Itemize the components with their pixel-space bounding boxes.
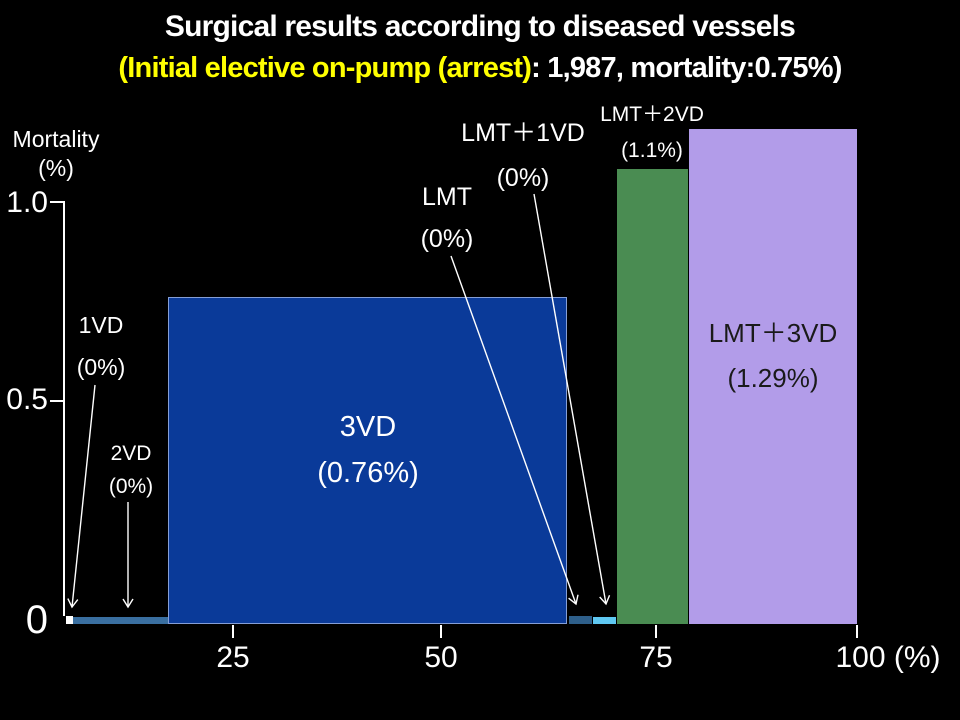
bar-label-name-lmt3vd: LMT＋3VD [708, 318, 838, 348]
x-tick-label-25: 25 [216, 641, 250, 674]
bar-label-name-3vd: 3VD [339, 411, 397, 443]
y-axis-title-unit: (%) [38, 155, 74, 181]
bar-1vd [66, 616, 73, 624]
bar-label-value-lmt2vd: (1.1%) [621, 139, 683, 162]
x-tick-label-75: 75 [639, 641, 673, 674]
chart-title: Surgical results according to diseased v… [164, 10, 796, 43]
bar-label-name-lmt2vd: LMT＋2VD [600, 103, 704, 126]
bar-lmt2vd [617, 169, 688, 624]
y-tick-label-0: 0 [25, 598, 48, 643]
bar-label-name-lmt1vd: LMT＋1VD [461, 119, 585, 147]
bar-label-name-2vd: 2VD [110, 442, 152, 465]
bar-label-value-2vd: (0%) [108, 475, 154, 498]
y-tick-mark-0.5 [50, 400, 63, 402]
subtitle-rest: : 1,987, mortality:0.75%) [531, 52, 842, 84]
y-tick-mark-1.0 [50, 201, 63, 203]
bar-label-value-1vd: (0%) [76, 354, 126, 380]
bar-2vd [73, 617, 168, 624]
x-tick-mark-25 [232, 625, 234, 638]
x-tick-mark-75 [655, 625, 657, 638]
x-tick-mark-50 [440, 625, 442, 638]
bar-label-name-1vd: 1VD [78, 312, 124, 338]
bar-lmt [569, 616, 592, 624]
chart-subtitle: (Initial elective on-pump (arrest): 1,98… [0, 52, 960, 85]
bar-lmt1vd [593, 617, 616, 624]
x-tick-label-50: 50 [424, 641, 458, 674]
bar-label-value-3vd: (0.76%) [317, 457, 419, 489]
y-tick-label-1.0: 1.0 [6, 186, 48, 220]
x-tick-label-100 (%): 100 (%) [835, 641, 941, 674]
subtitle-highlight: (Initial elective on-pump (arrest) [118, 52, 532, 84]
y-axis-title: Mortality [12, 126, 100, 152]
bar-label-value-lmt1vd: (0%) [496, 164, 550, 192]
bar-label-name-lmt: LMT [422, 183, 472, 211]
y-tick-label-0.5: 0.5 [6, 383, 48, 417]
bar-lmt3vd [689, 129, 857, 624]
bar-label-value-lmt: (0%) [420, 225, 474, 253]
y-axis-line [63, 201, 65, 616]
bar-label-value-lmt3vd: (1.29%) [727, 363, 819, 393]
x-tick-mark-100 (%) [856, 625, 858, 638]
